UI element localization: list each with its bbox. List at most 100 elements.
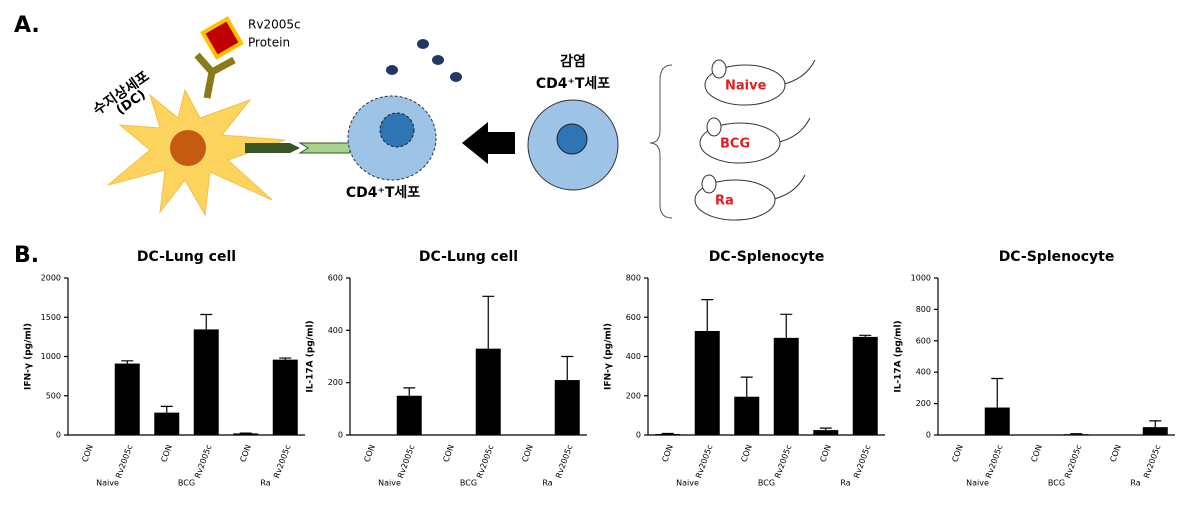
y-tick-label: 800 xyxy=(626,274,641,283)
infected-label: CD4⁺T세포 xyxy=(536,76,610,92)
x-tick-label: Rv2005c xyxy=(984,443,1004,479)
y-axis-label: IL-17A (pg/ml) xyxy=(306,320,316,392)
x-tick-label: CON xyxy=(520,443,535,463)
y-tick-label: 800 xyxy=(916,305,931,314)
error-bar xyxy=(561,357,573,381)
infected-nucleus xyxy=(557,124,587,154)
bar xyxy=(233,433,258,435)
error-bar xyxy=(701,300,713,331)
error-bar xyxy=(741,377,753,397)
group-label: Naive xyxy=(96,479,119,488)
error-bar xyxy=(780,314,792,338)
protein-label: Rv2005c xyxy=(248,18,301,32)
error-bar xyxy=(279,358,291,360)
y-tick-label: 0 xyxy=(56,431,61,440)
arrow xyxy=(245,143,300,153)
group-label: Ra xyxy=(260,479,270,488)
group-label: BCG xyxy=(178,479,195,488)
mouse-label: BCG xyxy=(720,137,750,152)
x-tick-label: Rv2005c xyxy=(694,443,714,479)
bar xyxy=(774,338,799,435)
y-tick-label: 0 xyxy=(926,431,931,440)
dc-nucleus xyxy=(170,130,206,166)
protein-label: Protein xyxy=(248,36,290,50)
mouse-tail xyxy=(775,118,810,143)
chart-title: DC-Lung cell xyxy=(137,249,236,265)
y-tick-label: 200 xyxy=(626,391,641,400)
t-cell-label: CD4⁺T세포 xyxy=(346,185,420,201)
x-tick-label: Rv2005c xyxy=(396,443,416,479)
y-tick-label: 600 xyxy=(626,313,641,322)
y-axis-label: IL-17A (pg/ml) xyxy=(894,320,904,392)
error-bar xyxy=(662,433,674,434)
x-tick-label: CON xyxy=(1108,443,1123,463)
arrow xyxy=(300,143,350,153)
cytokines xyxy=(386,39,462,82)
panel-label: B. xyxy=(14,243,39,268)
y-tick-label: 1000 xyxy=(911,274,931,283)
bar xyxy=(985,408,1010,435)
error-bar xyxy=(820,428,832,430)
error-bar xyxy=(1149,421,1161,427)
group-label: BCG xyxy=(460,479,477,488)
mouse-label: Ra xyxy=(715,194,734,209)
bar xyxy=(273,360,298,435)
x-tick-label: CON xyxy=(950,443,965,463)
error-bar xyxy=(200,315,212,330)
y-tick-label: 0 xyxy=(636,431,641,440)
mouse-ear xyxy=(707,118,721,136)
x-tick-label: Rv2005c xyxy=(1142,443,1162,479)
x-tick-label: CON xyxy=(441,443,456,463)
bar xyxy=(397,396,422,435)
x-tick-label: CON xyxy=(818,443,833,463)
group-label: Naive xyxy=(966,479,989,488)
y-tick-label: 1000 xyxy=(41,352,61,361)
mice: Naive BCG Ra xyxy=(695,60,815,220)
protein xyxy=(203,19,241,57)
y-tick-label: 600 xyxy=(328,274,343,283)
y-axis-label: IFN-γ (pg/ml) xyxy=(604,323,614,390)
y-axis-label: IFN-γ (pg/ml) xyxy=(24,323,34,390)
y-tick-label: 400 xyxy=(916,368,931,377)
y-tick-label: 400 xyxy=(328,326,343,335)
x-tick-label: CON xyxy=(238,443,253,463)
brace xyxy=(650,65,672,218)
error-bar xyxy=(859,335,871,337)
error-bar xyxy=(991,378,1003,407)
t-cell-nucleus xyxy=(380,113,414,147)
group-label: Ra xyxy=(840,479,850,488)
bar xyxy=(555,380,580,435)
x-tick-label: CON xyxy=(362,443,377,463)
mouse-ear xyxy=(712,60,726,78)
bar xyxy=(853,337,878,435)
mouse-ear xyxy=(702,175,716,193)
y-tick-label: 400 xyxy=(626,352,641,361)
group-label: Ra xyxy=(1130,479,1140,488)
x-tick-label: CON xyxy=(739,443,754,463)
x-tick-label: Rv2005c xyxy=(852,443,872,479)
bar xyxy=(476,349,501,435)
x-tick-label: CON xyxy=(1029,443,1044,463)
error-bar xyxy=(403,388,415,396)
group-label: BCG xyxy=(758,479,775,488)
bar xyxy=(154,413,179,435)
chart-title: DC-Lung cell xyxy=(419,249,518,265)
mouse-label: Naive xyxy=(725,79,767,94)
x-tick-label: CON xyxy=(80,443,95,463)
x-tick-label: Rv2005c xyxy=(272,443,292,479)
y-tick-label: 2000 xyxy=(41,274,61,283)
x-tick-label: Rv2005c xyxy=(193,443,213,479)
x-tick-label: Rv2005c xyxy=(475,443,495,479)
bar xyxy=(655,434,680,435)
chart-title: DC-Splenocyte xyxy=(709,249,825,265)
bar xyxy=(1143,427,1168,435)
group-label: Naive xyxy=(676,479,699,488)
y-tick-label: 200 xyxy=(328,378,343,387)
error-bar xyxy=(121,361,133,364)
y-tick-label: 0 xyxy=(338,431,343,440)
infected-label: 감염 xyxy=(560,53,586,70)
chart-title: DC-Splenocyte xyxy=(999,249,1115,265)
y-tick-label: 200 xyxy=(916,399,931,408)
x-tick-label: Rv2005c xyxy=(773,443,793,479)
